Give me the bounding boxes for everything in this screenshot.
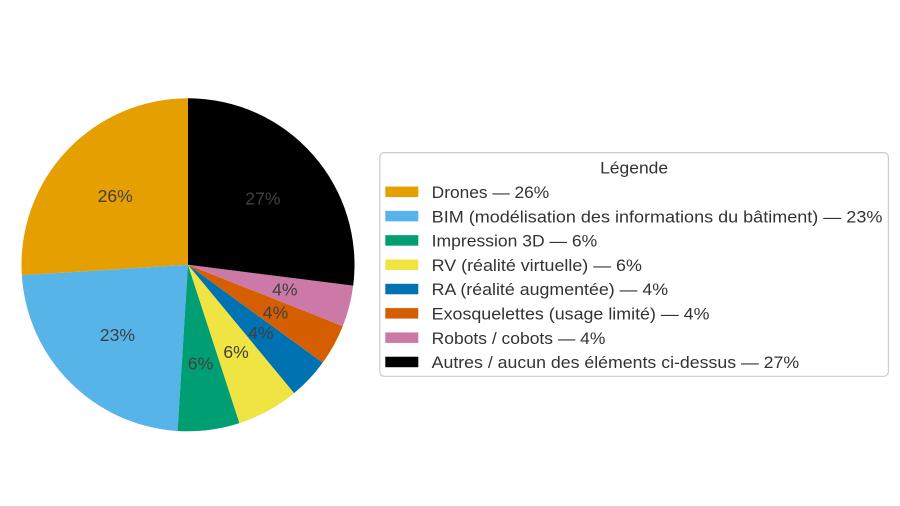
- svg-text:Robots / cobots — 4%: Robots / cobots — 4%: [432, 329, 606, 348]
- svg-text:4%: 4%: [272, 279, 298, 299]
- svg-text:BIM (modélisation des informat: BIM (modélisation des informations du bâ…: [432, 207, 883, 226]
- svg-text:Exosquelettes (usage limité) —: Exosquelettes (usage limité) — 4%: [432, 305, 710, 324]
- svg-text:6%: 6%: [188, 354, 214, 374]
- svg-text:6%: 6%: [223, 342, 249, 362]
- svg-text:Drones — 26%: Drones — 26%: [432, 183, 550, 202]
- svg-text:Impression 3D — 6%: Impression 3D — 6%: [432, 232, 598, 251]
- svg-text:26%: 26%: [98, 186, 134, 206]
- svg-text:Légende: Légende: [600, 158, 668, 177]
- svg-text:Autres / aucun des éléments ci: Autres / aucun des éléments ci-dessus — …: [432, 353, 799, 372]
- svg-text:27%: 27%: [245, 189, 281, 209]
- svg-text:4%: 4%: [263, 303, 289, 323]
- svg-text:RA (réalité augmentée) — 4%: RA (réalité augmentée) — 4%: [432, 280, 668, 299]
- svg-text:RV (réalité virtuelle) — 6%: RV (réalité virtuelle) — 6%: [432, 256, 642, 275]
- svg-text:23%: 23%: [100, 325, 136, 345]
- svg-text:4%: 4%: [248, 323, 274, 343]
